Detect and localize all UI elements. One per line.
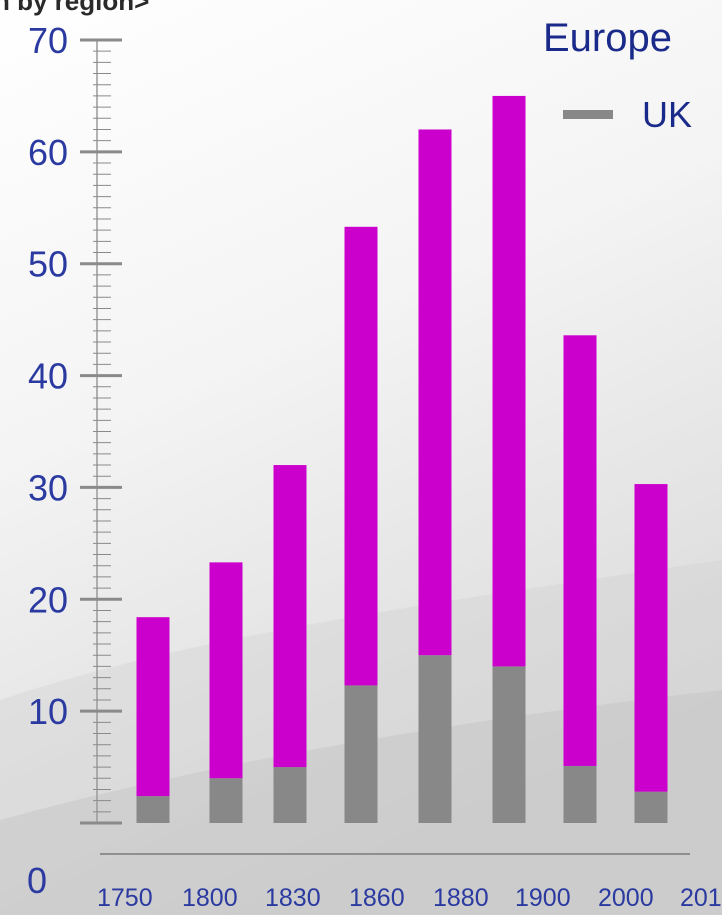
- x-tick-label: 1830: [265, 884, 321, 912]
- bar-1900-other: [492, 95, 526, 667]
- bar-1880-uk: [418, 655, 452, 823]
- bar-1750-other: [136, 617, 170, 797]
- x-tick-label: 1900: [515, 884, 571, 912]
- y-tick-label: 10: [28, 691, 68, 732]
- legend-title: Europe: [543, 16, 672, 60]
- x-tick-label: 1860: [349, 884, 405, 912]
- bars: [136, 95, 668, 823]
- x-tick-label: 2000: [598, 884, 654, 912]
- legend-swatch-uk: [563, 110, 613, 119]
- y-tick-label: 50: [28, 244, 68, 285]
- bar-201-other: [634, 484, 668, 792]
- bar-1750-uk: [136, 796, 170, 823]
- bar-1880-other: [418, 129, 452, 656]
- y-tick-label: 40: [28, 356, 68, 397]
- legend-label-uk: UK: [642, 94, 693, 135]
- y-tick-label: 20: [28, 579, 68, 620]
- bar-1860-other: [344, 226, 378, 686]
- y-tick-label: 60: [28, 132, 68, 173]
- x-tick-label: 201: [680, 884, 722, 912]
- x-axis: 1750 1800 1830 1860 1880 1900 2000 201: [97, 853, 722, 912]
- y-tick-label: 30: [28, 467, 68, 508]
- y-axis: 0 10 20 30 40 50 60 70: [27, 20, 122, 901]
- y-tick-label: 0: [27, 860, 47, 901]
- x-tick-label: 1880: [433, 884, 489, 912]
- chart-title: n by region>: [0, 0, 150, 16]
- bar-2000-other: [563, 335, 597, 766]
- bar-2000-uk: [563, 765, 597, 823]
- bar-1800-other: [209, 562, 243, 779]
- bar-1830-other: [273, 465, 307, 768]
- bar-1800-uk: [209, 778, 243, 823]
- x-tick-label: 1800: [182, 884, 238, 912]
- bar-1830-uk: [273, 767, 307, 823]
- x-tick-label: 1750: [97, 884, 153, 912]
- y-tick-label: 70: [28, 20, 68, 61]
- bar-1900-uk: [492, 666, 526, 823]
- bar-201-uk: [634, 791, 668, 823]
- bar-1860-uk: [344, 685, 378, 823]
